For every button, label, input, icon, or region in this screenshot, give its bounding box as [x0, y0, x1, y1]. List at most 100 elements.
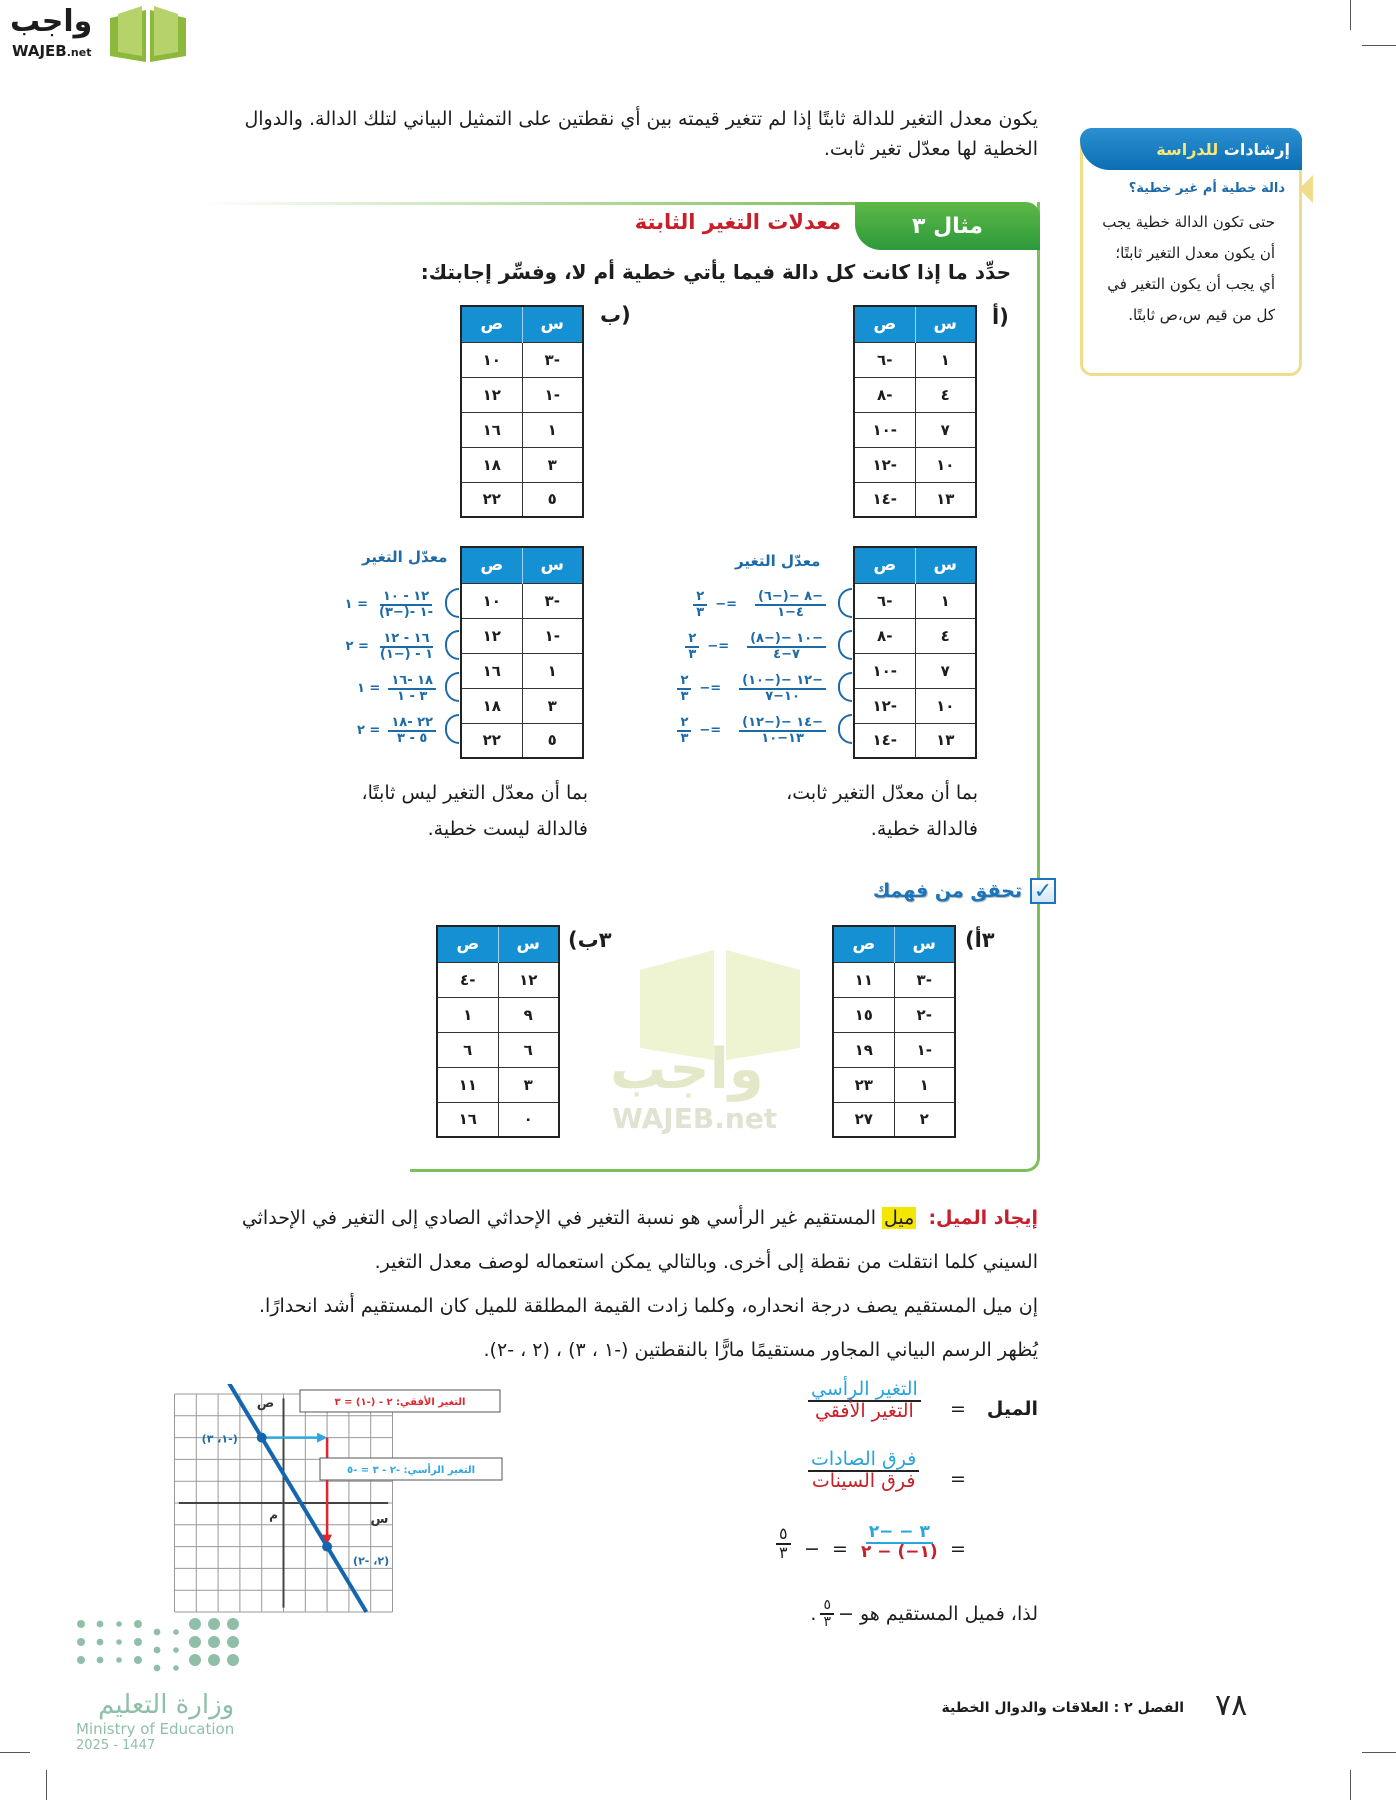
point-label: (-١، ٣): [202, 1433, 238, 1446]
slope-definition: إيجاد الميل: ميل المستقيم غير الرأسي هو …: [241, 1207, 1038, 1273]
table-row: -٣ ١٠: [460, 341, 584, 378]
logo-dot: [227, 1618, 239, 1630]
slope-paragraph: يُظهر الرسم البياني المجاور مستقيمًا مار…: [483, 1339, 1038, 1361]
horizontal-change-label: التغير الأفقي: ٢ - (-١) = ٣: [334, 1395, 465, 1408]
crop-mark: [1350, 1770, 1351, 1800]
table-row: ١ ١٦: [460, 652, 584, 689]
table-row: ١ -٦: [853, 582, 977, 619]
rate-calculation: ١ = ١٦- ١٨ ١ - ٣: [357, 674, 436, 703]
watermark: واجب: [610, 1037, 764, 1102]
callout-box: [319, 1457, 503, 1481]
vertical-change-label: التغير الرأسي: -٢ - ٣ = -٥: [347, 1463, 475, 1476]
logo-dot: [227, 1636, 239, 1648]
logo-dot: [77, 1656, 85, 1664]
logo-dot: [153, 1664, 161, 1672]
rate-heading: معدّل التغير: [735, 552, 821, 570]
table-row: -٣ ١٠: [460, 582, 584, 619]
part-label: أ): [992, 305, 1009, 329]
study-tips-box: إرشادات للدراسة دالة خطية أم غير خطية؟ ح…: [1080, 128, 1313, 376]
logo-dot: [116, 1657, 122, 1663]
crop-mark: [1350, 0, 1351, 30]
logo-dot: [189, 1618, 201, 1630]
divider: [200, 202, 860, 205]
rate-fraction: ١٠ - ١٢ (٣−)- ١-: [379, 589, 433, 620]
table-row: ١٣ -١٤: [853, 481, 977, 518]
slope-example-area: الميل = التغير الرأسي التغير الأفقي = فرق…: [174, 1376, 1038, 1638]
table-row: ٤ -٨: [853, 376, 977, 413]
book-icon: [110, 6, 186, 62]
logo-dot: [77, 1638, 85, 1646]
crop-mark: [0, 1752, 30, 1753]
wajeb-logo: واجب WAJEB.net: [0, 0, 200, 70]
table-row: ٤ -٨: [853, 617, 977, 654]
callout-box: [299, 1389, 501, 1413]
table-part-3a: س ص -٣ ١١ -٢ ١٥ -١ ١٩ ١ ٢٣ ٢ ٢٧: [832, 925, 956, 1138]
table-row: ١٠ -١٢: [853, 446, 977, 483]
logo-dot: [208, 1636, 220, 1648]
check-understanding-header: ✓ تحقق من فهمك: [873, 878, 1056, 904]
slope-formula: الميل = التغير الرأسي التغير الأفقي = فرق…: [768, 1376, 1038, 1591]
slope-term-highlight: ميل: [882, 1207, 917, 1229]
rate-heading: معدّل التغير: [362, 548, 448, 566]
logo-dot: [208, 1618, 220, 1630]
watermark-book-icon: [640, 950, 800, 1060]
table-row: ٠ ١٦: [436, 1101, 560, 1138]
logo-dot: [227, 1654, 239, 1666]
logo-dot: [96, 1638, 104, 1646]
example-box: [410, 202, 1040, 1172]
table-row: ٧ -١٠: [853, 652, 977, 689]
rate-fraction: (٦−)− ٨− ١−٤: [755, 590, 826, 619]
crop-mark: [1362, 45, 1396, 46]
logo-dot: [134, 1656, 142, 1664]
watermark-en: WAJEB.net: [612, 1102, 778, 1135]
point-label: (٢، -٢): [353, 1555, 389, 1568]
logo-dot: [77, 1620, 85, 1628]
table-part-b: س ص -٣ ١٠ -١ ١٢ ١ ١٦ ٣ ١٨ ٥ ٢٢: [460, 305, 584, 518]
slope-paragraph: إن ميل المستقيم يصف درجة انحداره، وكلما …: [259, 1295, 1038, 1317]
crop-mark: [1362, 1752, 1396, 1753]
logo-dot: [173, 1647, 179, 1653]
table-row: -٢ ١٥: [832, 996, 956, 1033]
crop-mark: [46, 1770, 47, 1800]
table-row: ٥ ٢٢: [460, 722, 584, 759]
example-title: معدلات التغير الثابتة: [634, 210, 841, 234]
logo-dot: [96, 1656, 104, 1664]
pointer-triangle: [1299, 175, 1313, 203]
table-row: -١ ١٢: [460, 376, 584, 413]
table-part-3b: س ص ١٢ -٤ ٩ ١ ٦ ٦ ٣ ١١ ٠ ١٦: [436, 925, 560, 1138]
logo-dot: [189, 1636, 201, 1648]
table-row: ١٢ -٤: [436, 961, 560, 998]
table-row: ٧ -١٠: [853, 411, 977, 448]
table-row: ٢ ٢٧: [832, 1101, 956, 1138]
table-row: -١ ١٩: [832, 1031, 956, 1068]
rate-calculation: ٢ ٣ −= (١٢−)− ١٤− ١٠−١٣: [677, 716, 826, 745]
intro-paragraph: يكون معدل التغير للدالة ثابتًا إذا لم تت…: [244, 108, 1038, 160]
rate-calculation: ٢ ٣ −= (١٠−)− ١٢− ٧−١٠: [677, 674, 826, 703]
page-number: ٧٨: [1215, 1688, 1248, 1723]
chapter-title: الفصل ٢ : العلاقات والدوال الخطية: [941, 1700, 1185, 1716]
logo-dot: [116, 1621, 122, 1627]
arrowhead: [317, 1432, 328, 1443]
logo-dot: [208, 1654, 220, 1666]
logo-dot: [134, 1620, 142, 1628]
rate-calculation: ٢ ٣ −= (٦−)− ٨− ١−٤: [693, 590, 826, 619]
origin-label: م: [269, 1508, 278, 1523]
slope-graph: س ص م (-١، ٣) (٢، -٢) التغير الأفقي: ٢ - (-١)…: [174, 1384, 503, 1614]
data-point: [256, 1432, 267, 1443]
conclusion-a: بما أن معدّل التغير ثابت، فالدالة خطية.: [786, 782, 978, 840]
ministry-dots-logo: [77, 1618, 239, 1672]
table-part-a: س ص ١ -٦ ٤ -٨ ٧ -١٠ ١٠ -١٢ ١٣ -١٤: [853, 305, 977, 518]
example-instruction: حدِّد ما إذا كانت كل دالة فيما يأتي خطية…: [420, 260, 1011, 284]
data-point: [322, 1541, 333, 1552]
rate-fraction: (١٢−)− ١٤− ١٠−١٣: [739, 716, 826, 745]
conclusion-b: بما أن معدّل التغير ليس ثابتًا، فالدالة ل…: [361, 782, 588, 840]
